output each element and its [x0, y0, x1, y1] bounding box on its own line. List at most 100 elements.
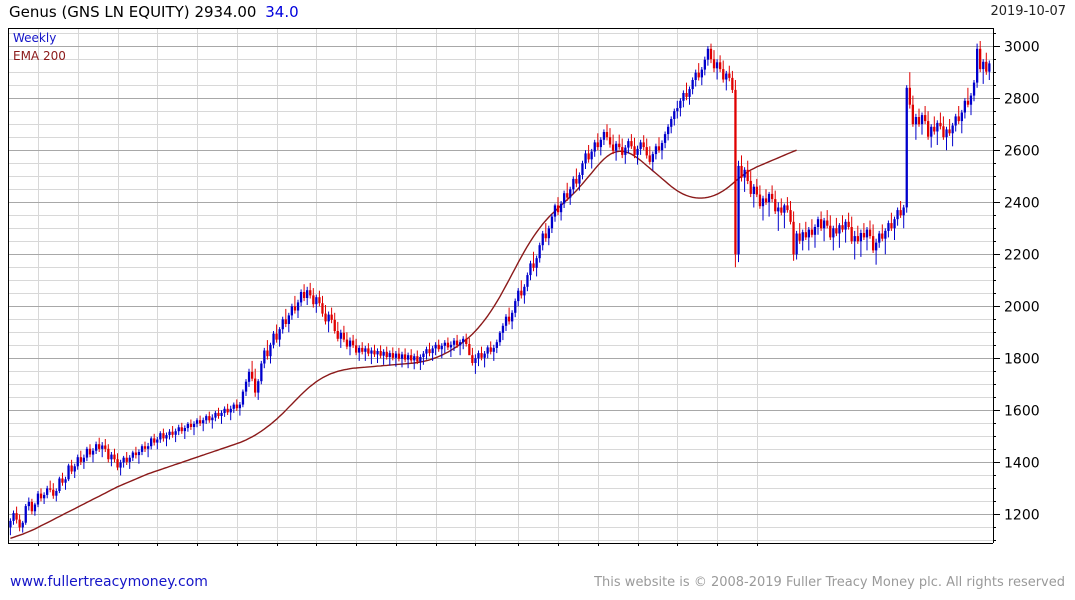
candle-body-up — [9, 520, 12, 528]
candle-body-down — [113, 454, 116, 460]
candle-body-up — [501, 325, 505, 333]
candle-body-up — [581, 163, 584, 175]
candle-body-down — [642, 142, 645, 148]
candle-body-down — [633, 146, 636, 155]
candle-body-up — [538, 245, 541, 259]
candle-body-up — [425, 349, 428, 354]
candle-body-up — [223, 408, 226, 413]
candle-body-up — [195, 420, 199, 424]
candle-body-up — [550, 216, 554, 229]
candle-body-up — [615, 143, 618, 151]
y-axis-label: 1200 — [1004, 508, 1040, 524]
candle-body-up — [299, 292, 303, 303]
candle-body-up — [388, 353, 391, 357]
candle-body-up — [670, 119, 673, 127]
candle-body-down — [318, 297, 321, 304]
candle-body-up — [36, 493, 40, 505]
candle-body-up — [73, 466, 76, 472]
candle-body-down — [645, 147, 648, 156]
candle-body-up — [660, 143, 664, 151]
candle-body-up — [636, 148, 639, 155]
candle-body-up — [327, 314, 330, 322]
candle-body-down — [235, 404, 238, 409]
legend-ema-200: EMA 200 — [13, 49, 66, 63]
candle-body-up — [679, 100, 682, 109]
candle-body-up — [578, 175, 581, 184]
candle-body-up — [76, 457, 79, 467]
copyright-notice: This website is © 2008-2019 Fuller Treac… — [594, 575, 1065, 590]
candle-body-up — [263, 350, 266, 364]
candle-body-up — [205, 416, 208, 421]
candle-body-up — [24, 506, 27, 523]
candle-body-up — [407, 355, 410, 360]
candle-body-down — [379, 351, 382, 356]
last-price: 2934.00 — [194, 3, 257, 21]
candle-body-down — [330, 314, 333, 320]
candle-body-down — [367, 348, 370, 354]
candle-body-up — [244, 381, 248, 392]
candle-body-up — [474, 358, 477, 363]
y-axis-label: 1800 — [1004, 352, 1040, 368]
candle-body-down — [480, 353, 483, 358]
candle-body-up — [905, 87, 908, 208]
candlestick-chart-canvas[interactable]: 1200 1400 1600 1800 2000 2200 2400 2600 2800 3000… — [0, 26, 1075, 546]
candle-body-down — [217, 412, 220, 416]
candle-body-down — [771, 193, 774, 200]
candle-body-down — [303, 292, 306, 298]
candle-body-up — [358, 347, 361, 353]
candle-body-up — [541, 233, 544, 246]
candle-body-down — [361, 347, 364, 352]
candle-body-up — [572, 178, 575, 190]
candle-body-down — [189, 423, 193, 427]
candle-body-down — [266, 350, 269, 357]
candle-body-up — [902, 207, 905, 216]
candle-body-down — [416, 356, 419, 362]
candle-body-down — [719, 62, 722, 70]
candle-body-up — [278, 329, 281, 340]
candle-body-up — [700, 69, 703, 78]
candle-body-up — [875, 242, 878, 251]
candle-body-up — [498, 332, 502, 343]
candle-body-down — [410, 355, 413, 361]
candle-body-up — [382, 351, 385, 356]
candle-body-up — [816, 219, 820, 227]
candle-body-up — [584, 153, 587, 164]
candle-body-down — [890, 223, 893, 229]
candle-body-down — [566, 193, 569, 198]
candle-body-up — [651, 154, 654, 162]
candle-body-up — [339, 332, 342, 339]
candle-body-up — [945, 129, 948, 138]
candle-body-up — [715, 62, 719, 69]
candle-body-up — [972, 82, 976, 96]
candle-body-up — [150, 438, 153, 447]
candle-body-down — [758, 194, 762, 207]
candle-body-down — [373, 350, 376, 355]
candle-body-down — [428, 349, 431, 354]
candle-body-up — [663, 134, 667, 143]
candle-body-up — [376, 351, 379, 355]
candle-body-up — [783, 205, 786, 213]
candle-body-down — [899, 210, 902, 216]
candle-body-up — [807, 229, 810, 238]
candle-body-down — [611, 144, 615, 151]
candle-body-up — [394, 353, 398, 358]
candle-body-up — [963, 100, 966, 113]
candle-body-up — [247, 371, 251, 382]
candle-body-up — [752, 186, 755, 194]
candle-body-up — [553, 205, 557, 217]
site-url-link[interactable]: www.fullertreacymoney.com — [10, 574, 208, 590]
candle-body-down — [749, 180, 752, 194]
candle-body-down — [792, 221, 795, 255]
candle-body-down — [437, 344, 440, 350]
candle-body-down — [810, 229, 814, 235]
candle-body-up — [431, 348, 434, 354]
candle-body-down — [829, 225, 832, 238]
price-chart[interactable]: 1200 1400 1600 1800 2000 2200 2400 2600 2800 3000… — [0, 26, 1075, 546]
candle-body-down — [208, 416, 211, 421]
candle-body-down — [180, 427, 183, 432]
candle-body-up — [593, 142, 596, 152]
candle-body-down — [728, 73, 731, 78]
grid-major-lines — [8, 46, 993, 515]
candle-body-down — [49, 488, 52, 490]
candle-body-down — [924, 115, 927, 122]
